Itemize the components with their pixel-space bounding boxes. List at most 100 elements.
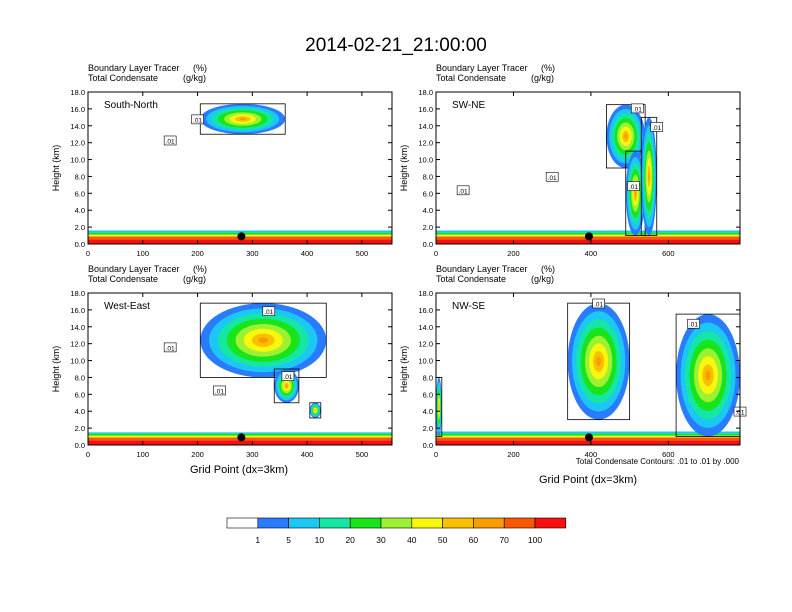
contour-label-box <box>262 306 276 316</box>
contour-label: .01 <box>459 188 468 195</box>
y-tick-label: 10.0 <box>418 156 433 165</box>
cloud-shade <box>285 384 288 388</box>
surface-band <box>436 239 740 244</box>
y-tick-label: 2.0 <box>423 223 433 232</box>
x-axis-label-left: Grid Point (dx=3km) <box>190 464 288 476</box>
contour-label: .01 <box>689 322 698 329</box>
y-tick-label: 2.0 <box>423 424 433 433</box>
panel-header-line2: Total Condensate <box>436 73 506 83</box>
contour-label: .01 <box>652 125 661 132</box>
x-tick-label: 400 <box>301 450 314 459</box>
y-tick-label: 12.0 <box>418 340 433 349</box>
x-tick-label: 0 <box>86 450 90 459</box>
panel-header-unit2: (g/kg) <box>531 274 554 284</box>
y-tick-label: 2.0 <box>75 223 85 232</box>
contour-label: .01 <box>629 184 638 191</box>
y-tick-label: 14.0 <box>70 122 85 131</box>
y-tick-label: 18.0 <box>70 289 85 298</box>
colorbar-swatch <box>226 517 259 529</box>
colorbar-label: 70 <box>499 535 509 545</box>
x-tick-label: 500 <box>356 450 369 459</box>
x-axis-label-right: Grid Point (dx=3km) <box>539 474 637 486</box>
panel-name: NW-SE <box>452 301 485 312</box>
y-tick-label: 8.0 <box>75 373 85 382</box>
colorbar-label: 30 <box>376 535 386 545</box>
plot-frame <box>87 292 393 446</box>
cloud-shade <box>314 409 316 411</box>
surface-band <box>436 230 740 233</box>
y-tick-label: 12.0 <box>70 139 85 148</box>
colorbar-swatch <box>288 517 320 529</box>
y-tick-label: 0.0 <box>423 240 433 249</box>
panel-header-line2: Total Condensate <box>88 73 158 83</box>
x-tick-label: 0 <box>434 450 438 459</box>
panel-south-north: Boundary Layer Tracer (%) Total Condensate… <box>51 63 393 258</box>
y-tick-label: 0.0 <box>423 441 433 450</box>
y-tick-label: 18.0 <box>70 88 85 97</box>
colorbar-label: 40 <box>407 535 417 545</box>
colorbar-swatch <box>442 517 474 529</box>
panel-header-line2: Total Condensate <box>436 274 506 284</box>
colorbar-label: 1 <box>255 535 260 545</box>
contour-label-box <box>191 114 204 125</box>
y-tick-label: 18.0 <box>418 289 433 298</box>
panel-header-unit1: (%) <box>193 63 207 73</box>
y-tick-label: 10.0 <box>70 156 85 165</box>
cloud-shade <box>648 171 650 182</box>
x-tick-label: 100 <box>137 249 150 258</box>
y-tick-label: 10.0 <box>418 357 433 366</box>
contour-label-box <box>213 385 226 396</box>
y-tick-label: 4.0 <box>423 206 433 215</box>
panel-name: South-North <box>104 100 158 111</box>
contour-label-box <box>456 185 470 196</box>
location-marker <box>584 232 593 241</box>
x-tick-label: 300 <box>246 249 259 258</box>
plot-frame <box>435 91 741 245</box>
colorbar-label: 100 <box>528 535 542 545</box>
contour-label: .01 <box>264 309 273 316</box>
y-tick-label: 14.0 <box>418 323 433 332</box>
contour-label: .01 <box>166 138 175 145</box>
y-tick-label: 16.0 <box>70 306 85 315</box>
panel-header-line1: Boundary Layer Tracer <box>436 63 528 73</box>
colorbar-label: 10 <box>315 535 325 545</box>
contour-note: Total Condensate Contours: .01 to .01 by… <box>576 457 740 466</box>
panel-header-unit1: (%) <box>541 63 555 73</box>
cloud-shade <box>705 370 711 381</box>
colorbar-swatch <box>380 517 413 529</box>
y-tick-label: 8.0 <box>423 373 433 382</box>
x-tick-label: 200 <box>191 450 204 459</box>
x-tick-label: 200 <box>507 450 520 459</box>
colorbar-swatch <box>411 517 443 529</box>
x-tick-label: 400 <box>301 249 314 258</box>
condensate-contour <box>273 368 300 404</box>
contour-label-box <box>163 135 177 146</box>
colorbar-swatch <box>534 517 567 529</box>
y-tick-label: 8.0 <box>75 172 85 181</box>
y-tick-label: 4.0 <box>75 206 85 215</box>
contour-label-box <box>631 103 644 114</box>
y-tick-label: 4.0 <box>75 407 85 416</box>
panel-header-line1: Boundary Layer Tracer <box>88 63 180 73</box>
panel-nw-se: Boundary Layer Tracer (%) Total Condensate… <box>399 264 747 459</box>
x-tick-label: 500 <box>356 249 369 258</box>
surface-band <box>88 440 392 445</box>
y-tick-label: 16.0 <box>70 105 85 114</box>
contour-label-box <box>687 318 700 329</box>
cloud-shade <box>258 337 269 344</box>
contour-label: .01 <box>594 301 603 308</box>
y-axis-label: Height (km) <box>399 346 409 393</box>
contour-label-box <box>281 371 295 381</box>
contour-label-box <box>627 181 640 191</box>
x-tick-label: 600 <box>662 450 675 459</box>
location-marker <box>237 232 246 241</box>
cloud-shade <box>634 189 637 197</box>
colorbar-swatch <box>319 517 351 529</box>
y-tick-label: 16.0 <box>418 306 433 315</box>
panel-header-unit2: (g/kg) <box>531 73 554 83</box>
location-marker <box>237 433 246 442</box>
condensate-contour <box>199 302 327 378</box>
surface-band <box>88 230 392 233</box>
x-tick-label: 100 <box>137 450 150 459</box>
